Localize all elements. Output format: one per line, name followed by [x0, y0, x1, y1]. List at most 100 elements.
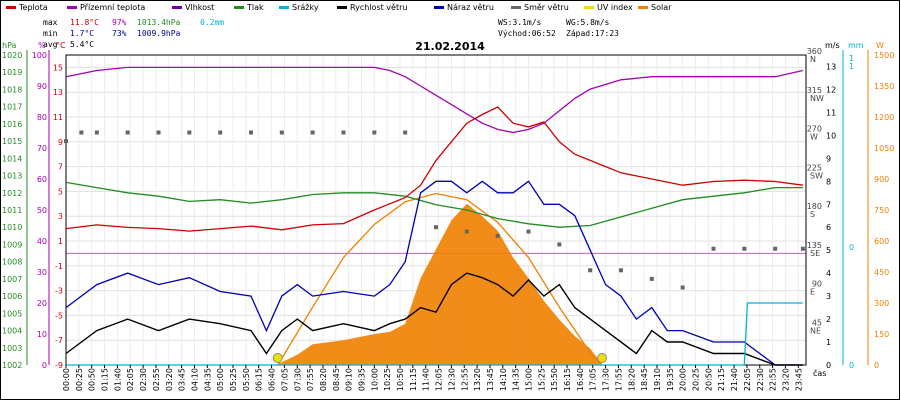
wind-direction-point: [800, 246, 805, 251]
stat-min-press: 1009.9hPa: [137, 29, 181, 38]
temp-tick-label: 5: [58, 187, 63, 196]
legend-label: Tlak: [246, 3, 264, 12]
legend-swatch: [337, 6, 347, 9]
wind-gust-line: [65, 180, 803, 366]
time-tick-label: 18:45: [640, 368, 649, 391]
time-tick-label: 08:45: [332, 368, 341, 391]
ms-tick-label: 11: [826, 108, 836, 117]
temp-tick-label: 3: [58, 212, 63, 221]
dir-tick-label: 135: [807, 241, 822, 250]
time-tick-label: 19:10: [653, 368, 662, 391]
dir-tick-label: 315: [807, 86, 822, 95]
legend-label: Přízemní teplota: [80, 3, 145, 12]
time-tick-label: 16:15: [563, 368, 572, 391]
hpa-tick-label: 1013: [2, 172, 22, 181]
legend-label: Solar: [651, 3, 672, 12]
time-tick-label: 02:55: [152, 368, 161, 391]
wind-direction-point: [619, 268, 623, 273]
time-tick-label: 07:05: [280, 368, 289, 391]
info-sunrise: Východ:06:52: [498, 29, 556, 38]
legend-swatch: [6, 6, 16, 9]
hpa-tick-label: 1004: [2, 327, 22, 336]
dir-tick-label: 45: [812, 318, 822, 327]
time-tick-label: 07:55: [306, 368, 315, 391]
time-tick-label: 19:35: [666, 368, 675, 391]
hpa-tick-label: 1002: [2, 361, 22, 370]
wind-direction-point: [526, 229, 531, 234]
pct-tick-label: 60: [37, 175, 47, 184]
time-tick-label: 22:05: [743, 368, 752, 391]
mm-tick-label: 1: [849, 54, 854, 63]
legend-label: Teplota: [18, 3, 48, 12]
legend-label: Srážky: [292, 3, 319, 12]
wind-direction-point: [156, 130, 161, 135]
hpa-tick-label: 1010: [2, 223, 22, 232]
time-tick-label: 06:40: [268, 368, 277, 391]
temp-tick-label: 1: [58, 237, 63, 246]
dir-tick-label: 180: [807, 202, 822, 211]
dir-tick-label: N: [810, 55, 816, 64]
hpa-tick-label: 1014: [2, 154, 22, 163]
time-tick-label: 00:50: [88, 368, 97, 391]
wind-direction-point: [403, 130, 408, 135]
w-tick-label: 1350: [874, 82, 894, 91]
wind-direction-point: [588, 268, 593, 273]
time-tick-label: 22:55: [769, 368, 778, 391]
hpa-tick-label: 1020: [2, 51, 22, 60]
hpa-tick-label: 1005: [2, 309, 22, 318]
info-ws: WS:3.1m/s: [498, 18, 542, 27]
time-tick-label: 01:15: [101, 368, 110, 391]
time-tick-label: 06:15: [255, 368, 264, 391]
ms-tick-label: 9: [826, 154, 831, 163]
wind-direction-point: [680, 285, 685, 290]
hpa-tick-label: 1003: [2, 344, 22, 353]
temp-tick-label: -9: [55, 361, 63, 370]
wind-direction-point: [125, 130, 130, 135]
time-tick-label: 17:30: [602, 368, 611, 391]
ms-unit: m/s: [825, 41, 840, 50]
wind-direction-point: [711, 246, 716, 251]
ms-tick-label: 8: [826, 177, 831, 186]
mm-tick-label: 1: [849, 62, 854, 71]
wind-direction-point: [773, 246, 778, 251]
w-unit: W: [876, 41, 884, 50]
time-axis-label: čas: [813, 368, 826, 378]
hpa-tick-label: 1017: [2, 103, 22, 112]
ms-tick-label: 0: [826, 361, 831, 370]
time-tick-label: 00:00: [62, 368, 71, 391]
temp-tick-label: -7: [55, 336, 63, 345]
pct-tick-label: 30: [37, 268, 47, 277]
ms-tick-label: 4: [826, 269, 831, 278]
ms-tick-label: 5: [826, 246, 831, 255]
solar-theoretical-line: [277, 192, 603, 366]
stat-max-rain: 0.2mm: [200, 18, 224, 27]
legend-swatch: [511, 6, 521, 9]
time-tick-label: 20:00: [679, 368, 688, 391]
plot-area: [64, 66, 806, 366]
time-tick-label: 17:05: [589, 368, 598, 391]
hpa-tick-label: 1007: [2, 275, 22, 284]
time-tick-label: 20:25: [692, 368, 701, 391]
time-tick-label: 01:40: [113, 368, 122, 391]
w-tick-label: 450: [874, 268, 889, 277]
ms-tick-label: 10: [826, 131, 836, 140]
dir-tick-label: S: [810, 210, 815, 219]
ms-tick-label: 12: [826, 85, 836, 94]
ms-tick-label: 3: [826, 292, 831, 301]
legend-label: Rychlost větru: [350, 3, 407, 12]
pressure-line: [65, 181, 803, 228]
time-axis: 00:00 00:25 00:50 01:15 01:40 02:05 02:30 02:55…: [62, 365, 826, 391]
wind-direction-point: [94, 130, 99, 135]
time-tick-label: 22:30: [756, 368, 765, 391]
chart-date: 21.02.2014: [415, 40, 485, 53]
time-tick-label: 11:15: [409, 368, 418, 391]
ground-temperature-line: [65, 66, 804, 134]
info-wg: WG:5.8m/s: [566, 18, 610, 27]
w-tick-label: 1050: [874, 144, 894, 153]
pct-tick-label: 50: [37, 206, 47, 215]
time-tick-label: 10:00: [370, 368, 379, 391]
ms-tick-label: 6: [826, 223, 831, 232]
ms-tick-label: 1: [826, 338, 831, 347]
time-tick-label: 03:45: [178, 368, 187, 391]
